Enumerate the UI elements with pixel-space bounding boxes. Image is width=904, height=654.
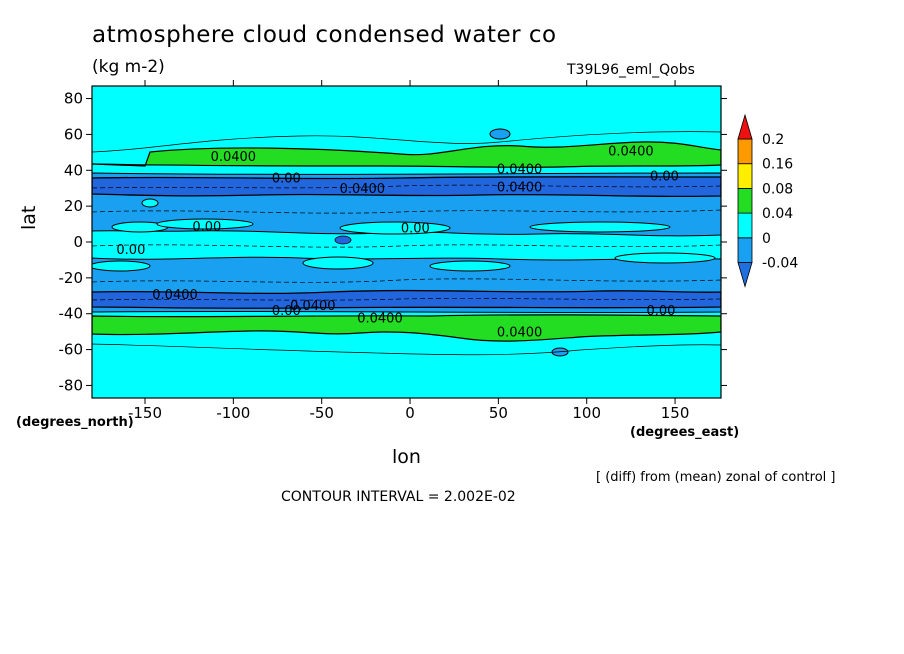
colorbar: 0.2 0.16 0.08 0.04 0 -0.04: [737, 113, 798, 288]
colorbar-label: 0.04: [762, 206, 793, 222]
contour-fields: [92, 128, 721, 357]
contour-label: 0.0400: [497, 162, 543, 177]
contour-line: [92, 278, 721, 283]
deep-blue-south: [92, 289, 721, 309]
contour-label: 0.00: [401, 222, 430, 237]
contour-label: 0.00: [116, 243, 145, 258]
cyan-island: [92, 260, 151, 272]
contour-label: 0.0400: [340, 182, 386, 197]
cyan-island: [339, 221, 451, 235]
colorbar-lower-arrow: [737, 262, 753, 288]
colorbar-swatch: [737, 212, 753, 239]
contour-label: 0.00: [272, 171, 301, 186]
cyan-island: [156, 218, 254, 230]
contour-label: 0.0400: [290, 299, 336, 314]
y-tick-label: 20: [64, 197, 83, 215]
green-band-north: [92, 141, 721, 168]
plot-background: [92, 86, 721, 398]
y-tick-label: -80: [59, 376, 84, 394]
x-axis-units: (degrees_east): [630, 425, 740, 440]
contour-line: [92, 209, 721, 214]
contour-label: 0.00: [192, 220, 221, 235]
contour-line: [92, 131, 721, 153]
x-tick-label: -150: [128, 404, 162, 422]
diff-note: [ (diff) from (mean) zonal of control ]: [596, 470, 836, 485]
contour-label: 0.0400: [211, 150, 257, 165]
cyan-island: [614, 252, 716, 264]
cyan-island: [141, 198, 159, 208]
deep-blue-blob: [334, 235, 352, 245]
y-tick-label: 40: [64, 161, 83, 179]
colorbar-upper-arrow: [737, 113, 753, 140]
contour-label: 0.0400: [357, 311, 403, 326]
colorbar-label: 0: [762, 231, 771, 247]
x-axis-label: lon: [392, 446, 421, 468]
x-tick-label: -50: [309, 404, 334, 422]
x-tick-label: 0: [405, 404, 415, 422]
axis-ticks: -150 -100 -50 0 50 100 150 80 60 40 20 0 -20 -40 -60 -8…: [59, 80, 727, 422]
contour-label: 0.00: [646, 304, 675, 319]
run-name: T39L96_eml_Qobs: [567, 62, 695, 78]
green-band-south: [92, 314, 721, 342]
y-tick-label: 80: [64, 90, 83, 108]
y-tick-label: -20: [59, 269, 84, 287]
y-tick-label: -60: [59, 341, 84, 359]
x-tick-label: 150: [661, 404, 690, 422]
cyan-island: [302, 256, 374, 270]
y-axis-units: (degrees_north): [16, 415, 134, 430]
chart-title: atmosphere cloud condensed water co: [92, 22, 557, 48]
contour-interval: CONTOUR INTERVAL = 2.002E-02: [281, 489, 516, 505]
x-tick-label: 50: [489, 404, 508, 422]
colorbar-swatch: [737, 237, 753, 263]
deep-blue-north: [92, 176, 721, 198]
chart-units: (kg m-2): [92, 57, 165, 77]
contour-label: 0.00: [650, 170, 679, 185]
colorbar-label: -0.04: [762, 256, 798, 272]
contour-line: [92, 184, 721, 189]
colorbar-label: 0.08: [762, 181, 793, 197]
x-tick-label: -100: [216, 404, 250, 422]
colorbar-label: 0.16: [762, 157, 793, 173]
blue-blob: [489, 128, 511, 140]
contour-label: 0.0400: [497, 326, 543, 341]
y-tick-label: -40: [59, 305, 84, 323]
contour-line: [92, 343, 721, 356]
contour-label: 0.0400: [608, 145, 654, 160]
colorbar-swatch: [737, 138, 753, 165]
x-tick-label: 100: [572, 404, 601, 422]
contour-line: [92, 298, 721, 301]
y-tick-label: 0: [73, 233, 83, 251]
colorbar-swatch: [737, 163, 753, 189]
colorbar-label: 0.2: [762, 132, 784, 148]
cyan-island: [529, 221, 671, 233]
cyan-island: [429, 260, 511, 272]
contour-label: 0.00: [272, 304, 301, 319]
contour-line: [92, 244, 721, 248]
y-tick-label: 60: [64, 125, 83, 143]
colorbar-swatch: [737, 187, 753, 214]
contour-label: 0.0400: [152, 288, 198, 303]
contour-label: 0.0400: [497, 180, 543, 195]
